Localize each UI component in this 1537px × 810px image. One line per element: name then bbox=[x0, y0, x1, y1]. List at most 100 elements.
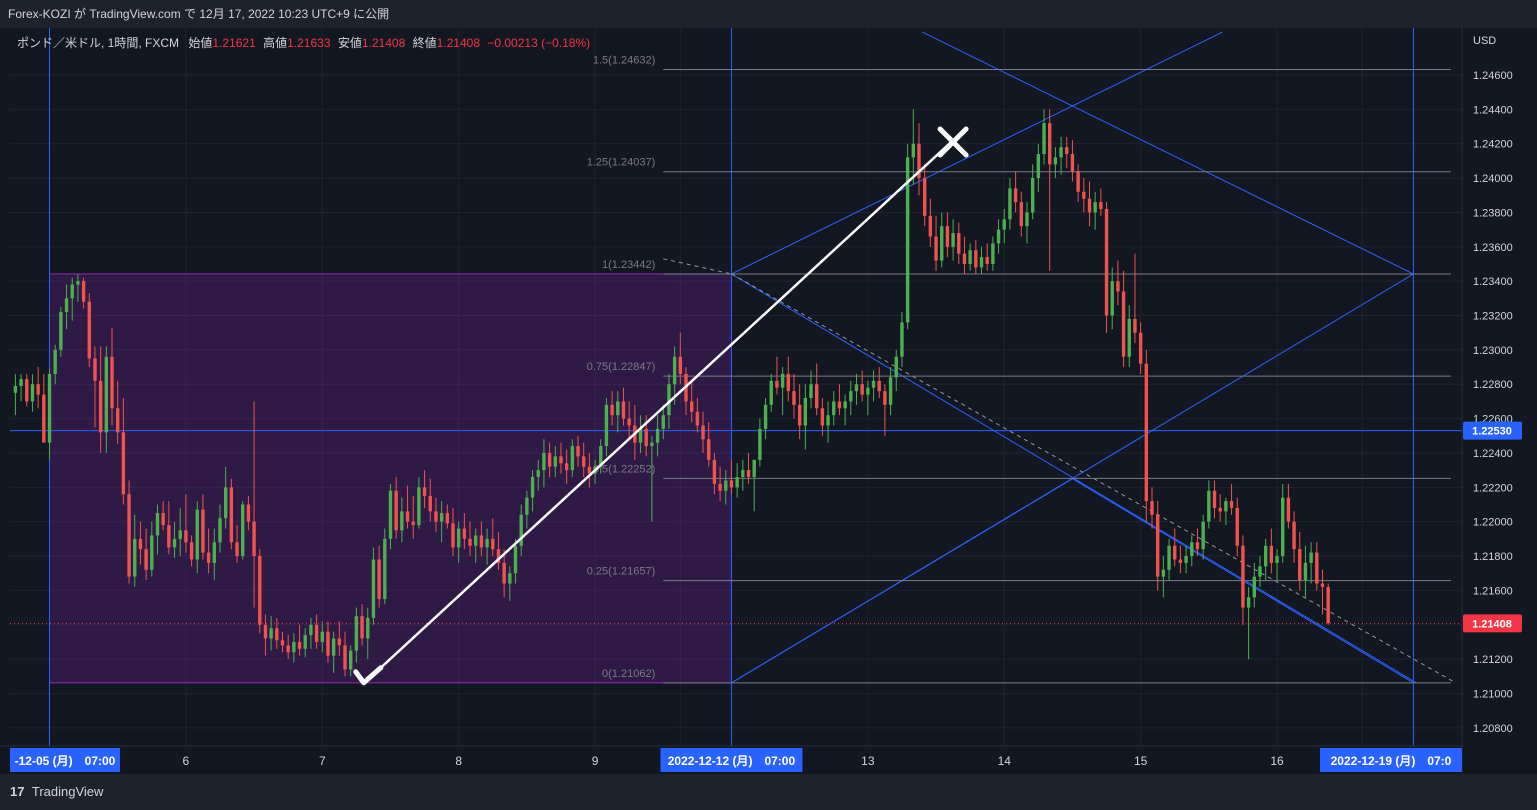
candle-body bbox=[1150, 501, 1154, 515]
candle-body bbox=[377, 559, 381, 599]
fib-level-label: 0.75(1.22847) bbox=[587, 361, 656, 373]
candle-body bbox=[161, 513, 165, 526]
candle-body bbox=[672, 356, 677, 385]
date-highlight-tag-label: 2022-12-12 (月) 07:00 bbox=[668, 754, 796, 768]
candle-body bbox=[962, 253, 967, 264]
candle-body bbox=[1030, 178, 1035, 213]
candle-body bbox=[792, 391, 796, 405]
candle-body bbox=[280, 640, 285, 646]
candle-body bbox=[758, 428, 762, 460]
candle-body bbox=[439, 513, 444, 522]
candle-body bbox=[320, 631, 324, 642]
candle-body bbox=[650, 442, 654, 447]
candle-body bbox=[1144, 363, 1149, 502]
candle-body bbox=[553, 456, 557, 467]
candle-body bbox=[1019, 202, 1023, 227]
candle-body bbox=[644, 428, 648, 447]
candle-body bbox=[1155, 514, 1160, 577]
candle-body bbox=[496, 549, 501, 563]
candle-body bbox=[366, 617, 370, 639]
candle-body bbox=[1269, 545, 1274, 563]
symbol-info: ポンド／米ドル, 1時間, FXCM bbox=[17, 36, 180, 50]
candle-body bbox=[678, 356, 683, 374]
chart-area[interactable]: 1.5(1.24632) 1.25(1.24037) 1(1.23442) 0.75(… bbox=[0, 28, 1537, 774]
date-highlight-tag bbox=[10, 748, 120, 772]
chart-background bbox=[0, 28, 1537, 774]
candle-body bbox=[81, 281, 86, 302]
price-tick-label: 1.22200 bbox=[1473, 482, 1513, 494]
candle-body bbox=[138, 538, 143, 550]
candle-body bbox=[1315, 552, 1319, 584]
candle-body bbox=[667, 384, 671, 416]
high-value: 1.21633 bbox=[287, 36, 331, 50]
candle-body bbox=[53, 349, 57, 374]
candle-body bbox=[599, 446, 603, 467]
candle-body bbox=[877, 380, 881, 392]
candle-body bbox=[127, 494, 131, 577]
candle-body bbox=[922, 178, 927, 216]
candle-body bbox=[763, 404, 768, 429]
trend-line bbox=[366, 139, 954, 681]
candle-body bbox=[115, 408, 120, 433]
candle-body bbox=[707, 439, 711, 460]
candle-body bbox=[542, 452, 546, 471]
candle-body bbox=[468, 538, 472, 546]
candle-body bbox=[326, 631, 330, 656]
candle-body bbox=[456, 528, 461, 548]
candle-body bbox=[576, 446, 580, 457]
price-tick-label: 1.23000 bbox=[1473, 345, 1513, 357]
date-highlight-tag-label: 2022-12-19 (月) 07:0 bbox=[1331, 754, 1452, 768]
time-tick-label: 9 bbox=[592, 754, 599, 768]
candle-body bbox=[405, 511, 410, 522]
candle-body bbox=[985, 257, 989, 264]
dashed-projection-line bbox=[731, 273, 1454, 682]
publish-header: Forex-KOZI が TradingView.com で 12月 17, 2… bbox=[0, 0, 1537, 28]
candle-body bbox=[957, 233, 961, 254]
cross-mark-icon bbox=[937, 126, 969, 158]
candle-body bbox=[417, 487, 421, 526]
candle-body bbox=[422, 487, 427, 496]
candle-body bbox=[1110, 281, 1114, 316]
candle-body bbox=[1263, 545, 1268, 567]
candle-body bbox=[337, 638, 342, 646]
candle-body bbox=[1258, 566, 1262, 577]
candle-body bbox=[1320, 583, 1325, 587]
candle-body bbox=[70, 284, 74, 299]
candle-body bbox=[1235, 507, 1239, 546]
candle-body bbox=[1161, 569, 1166, 577]
candle-body bbox=[229, 487, 234, 543]
close-value: 1.21408 bbox=[436, 36, 481, 50]
candle-body bbox=[911, 143, 916, 158]
candle-body bbox=[655, 428, 660, 443]
dashed-projection-line bbox=[663, 258, 732, 275]
candle-body bbox=[786, 373, 790, 392]
date-highlight-tag bbox=[1320, 748, 1462, 772]
candle-body bbox=[1184, 556, 1188, 563]
high-label: 高値 bbox=[263, 36, 288, 50]
price-axis bbox=[1462, 28, 1537, 774]
candle-body bbox=[133, 538, 137, 577]
candle-body bbox=[689, 401, 694, 412]
candle-body bbox=[1036, 154, 1041, 179]
currency-label: USD bbox=[1473, 35, 1496, 47]
candle-body bbox=[604, 404, 609, 447]
candle-body bbox=[1309, 552, 1313, 563]
price-tick-label: 1.22000 bbox=[1473, 517, 1513, 529]
candle-body bbox=[797, 404, 802, 426]
candle-body bbox=[371, 559, 376, 618]
candle-body bbox=[525, 497, 529, 515]
publish-info: Forex-KOZI が TradingView.com で 12月 17, 2… bbox=[8, 7, 390, 21]
candle-body bbox=[1281, 497, 1285, 557]
candle-body bbox=[940, 226, 944, 261]
candle-body bbox=[1286, 497, 1291, 522]
candle-body bbox=[485, 538, 489, 548]
candle-body bbox=[223, 487, 228, 519]
candle-body bbox=[309, 624, 313, 636]
candle-body bbox=[1121, 291, 1126, 357]
candle-body bbox=[87, 301, 91, 359]
price-chart[interactable]: 1.5(1.24632) 1.25(1.24037) 1(1.23442) 0.75(… bbox=[0, 28, 1537, 774]
candle-body bbox=[434, 511, 438, 522]
candle-body bbox=[934, 236, 938, 261]
candle-body bbox=[155, 513, 160, 536]
candle-body bbox=[189, 542, 194, 560]
